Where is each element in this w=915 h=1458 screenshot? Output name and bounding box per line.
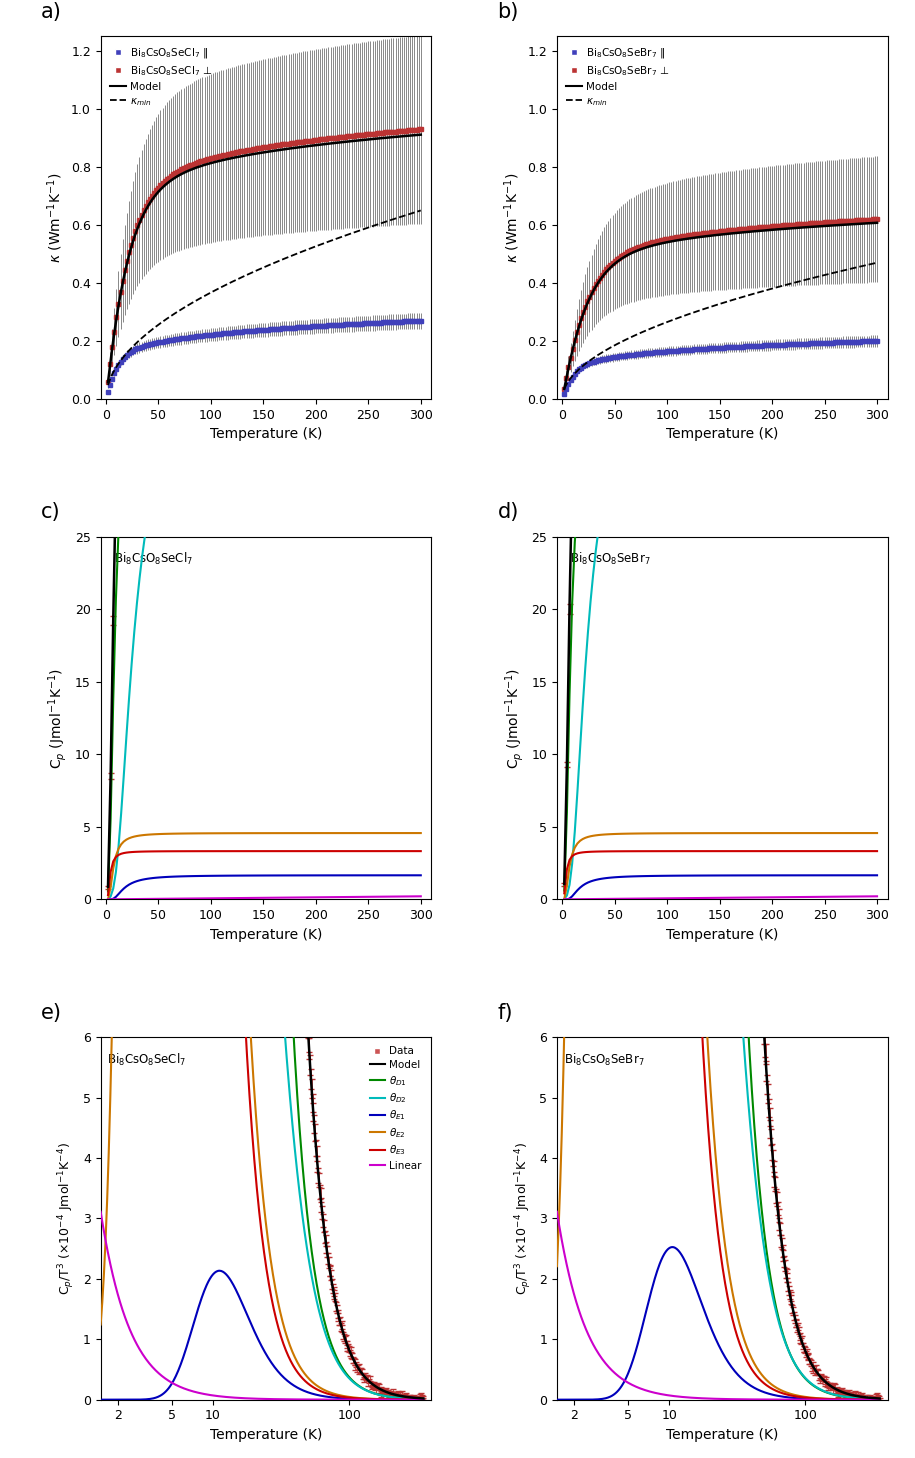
X-axis label: Temperature (K): Temperature (K) bbox=[210, 1427, 322, 1442]
Text: Bi$_8$CsO$_8$SeCl$_7$: Bi$_8$CsO$_8$SeCl$_7$ bbox=[113, 551, 193, 567]
Y-axis label: $\kappa$ (Wm$^{-1}$K$^{-1}$): $\kappa$ (Wm$^{-1}$K$^{-1}$) bbox=[46, 172, 65, 262]
X-axis label: Temperature (K): Temperature (K) bbox=[666, 1427, 779, 1442]
Text: a): a) bbox=[41, 1, 62, 22]
Text: c): c) bbox=[41, 503, 60, 522]
Text: b): b) bbox=[498, 1, 519, 22]
Y-axis label: C$_p$/T$^3$ (×10$^{-4}$ Jmol$^{-1}$K$^{-4}$): C$_p$/T$^3$ (×10$^{-4}$ Jmol$^{-1}$K$^{-… bbox=[513, 1142, 533, 1295]
Y-axis label: $\kappa$ (Wm$^{-1}$K$^{-1}$): $\kappa$ (Wm$^{-1}$K$^{-1}$) bbox=[502, 172, 522, 262]
X-axis label: Temperature (K): Temperature (K) bbox=[666, 927, 779, 942]
Text: f): f) bbox=[498, 1003, 513, 1022]
Y-axis label: C$_p$ (Jmol$^{-1}$K$^{-1}$): C$_p$ (Jmol$^{-1}$K$^{-1}$) bbox=[47, 668, 70, 768]
Text: Bi$_8$CsO$_8$SeCl$_7$: Bi$_8$CsO$_8$SeCl$_7$ bbox=[107, 1051, 187, 1067]
Text: d): d) bbox=[498, 503, 519, 522]
X-axis label: Temperature (K): Temperature (K) bbox=[210, 427, 322, 442]
Y-axis label: C$_p$ (Jmol$^{-1}$K$^{-1}$): C$_p$ (Jmol$^{-1}$K$^{-1}$) bbox=[503, 668, 526, 768]
X-axis label: Temperature (K): Temperature (K) bbox=[666, 427, 779, 442]
Text: Bi$_8$CsO$_8$SeBr$_7$: Bi$_8$CsO$_8$SeBr$_7$ bbox=[570, 551, 651, 567]
Legend: Bi$_8$CsO$_8$SeCl$_7$ ‖, Bi$_8$CsO$_8$SeCl$_7$ ⊥, Model, $\kappa_{min}$: Bi$_8$CsO$_8$SeCl$_7$ ‖, Bi$_8$CsO$_8$Se… bbox=[106, 42, 217, 112]
Legend: Data, Model, $\theta_{D1}$, $\theta_{D2}$, $\theta_{E1}$, $\theta_{E2}$, $\theta: Data, Model, $\theta_{D1}$, $\theta_{D2}… bbox=[365, 1042, 426, 1175]
X-axis label: Temperature (K): Temperature (K) bbox=[210, 927, 322, 942]
Text: Bi$_8$CsO$_8$SeBr$_7$: Bi$_8$CsO$_8$SeBr$_7$ bbox=[564, 1051, 644, 1067]
Legend: Bi$_8$CsO$_8$SeBr$_7$ ‖, Bi$_8$CsO$_8$SeBr$_7$ ⊥, Model, $\kappa_{min}$: Bi$_8$CsO$_8$SeBr$_7$ ‖, Bi$_8$CsO$_8$Se… bbox=[562, 42, 674, 112]
Y-axis label: C$_p$/T$^3$ (×10$^{-4}$ Jmol$^{-1}$K$^{-4}$): C$_p$/T$^3$ (×10$^{-4}$ Jmol$^{-1}$K$^{-… bbox=[57, 1142, 78, 1295]
Text: e): e) bbox=[41, 1003, 62, 1022]
